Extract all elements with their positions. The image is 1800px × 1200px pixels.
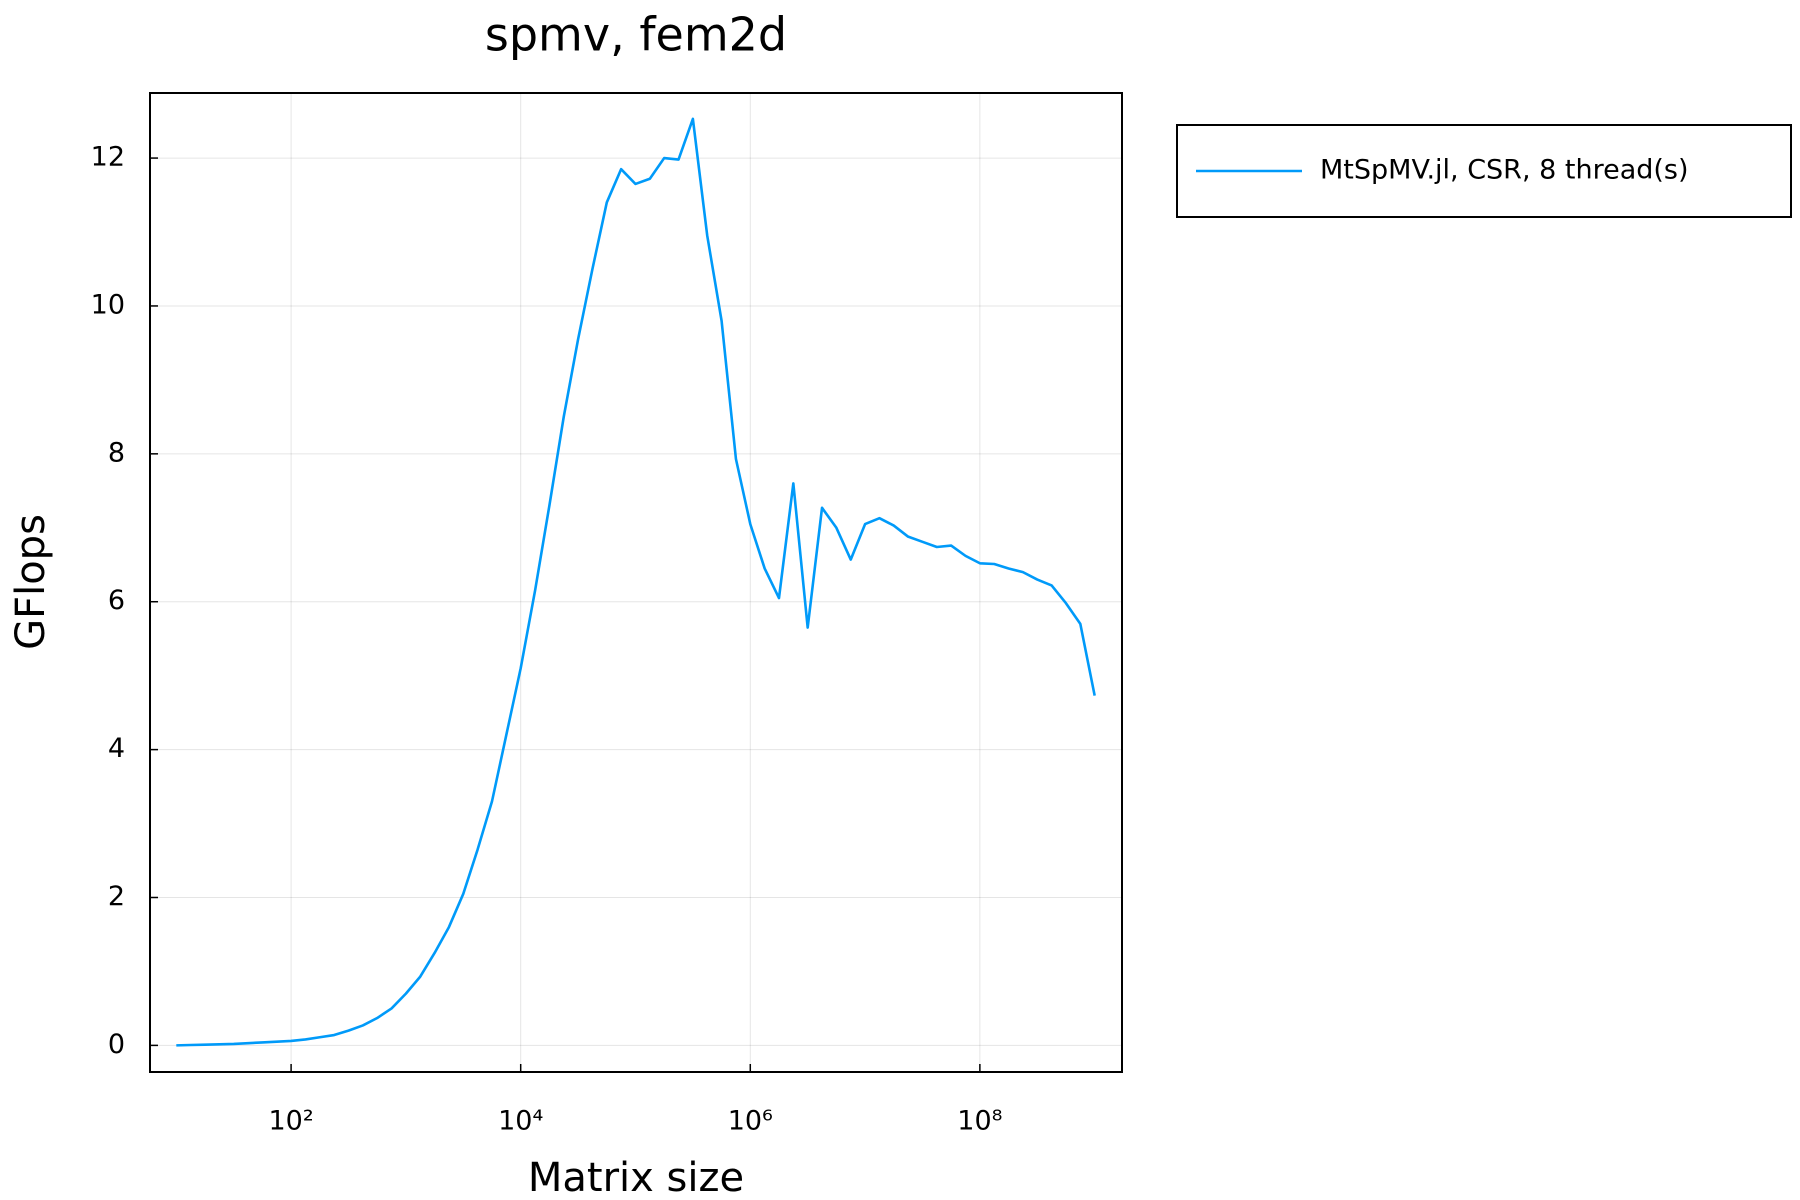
x-axis-label: Matrix size xyxy=(528,1155,744,1200)
y-tick-label: 6 xyxy=(108,585,125,616)
x-tick-label: 10⁸ xyxy=(957,1106,1002,1137)
y-tick-label: 0 xyxy=(108,1029,125,1060)
plot-frame xyxy=(149,92,1123,1073)
chart-title: spmv, fem2d xyxy=(485,8,787,62)
y-tick-label: 10 xyxy=(91,289,125,320)
y-tick-label: 2 xyxy=(108,881,125,912)
data-line xyxy=(176,117,1096,1047)
y-tick-label: 12 xyxy=(91,142,125,173)
x-tick-label: 10⁶ xyxy=(728,1106,773,1137)
y-axis-label: GFlops xyxy=(8,514,54,650)
y-tick-label: 4 xyxy=(108,733,125,764)
legend-label: MtSpMV.jl, CSR, 8 thread(s) xyxy=(1320,155,1689,186)
x-tick-label: 10² xyxy=(269,1106,314,1137)
y-tick-label: 8 xyxy=(108,437,125,468)
x-tick-label: 10⁴ xyxy=(498,1106,543,1137)
